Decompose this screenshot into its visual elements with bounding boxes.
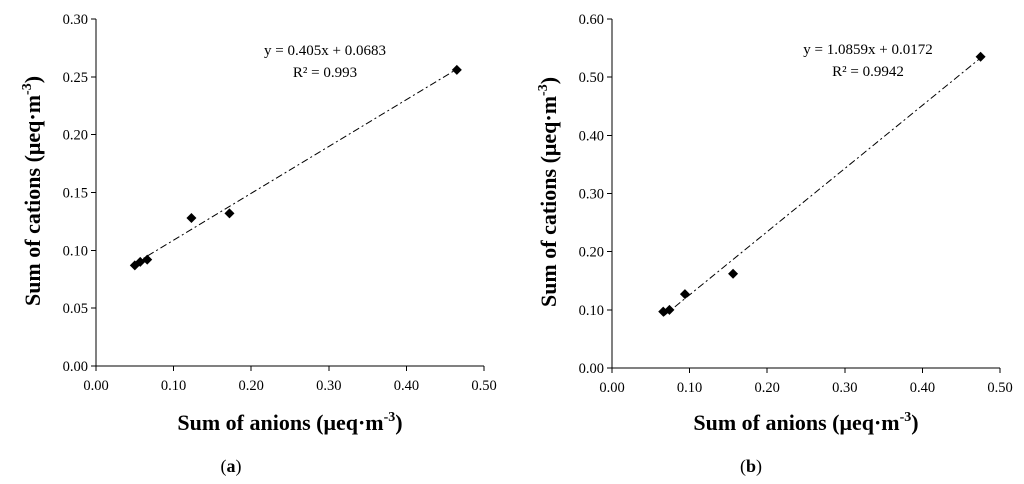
x-tick-label: 0.20 [755,380,780,396]
y-axis-label-a: Sum of cations (μeq·m-3) [20,76,45,306]
y-tick-label: 0.10 [579,303,604,319]
x-tick-label: 0.30 [316,378,341,394]
data-point [679,289,690,300]
data-point [728,268,739,279]
trendline-b [662,57,981,317]
data-point [142,254,153,265]
x-tick-label: 0.40 [394,378,419,394]
y-tick-label: 0.15 [63,186,88,202]
y-tick-label: 0.20 [579,245,604,261]
x-tick-label: 0.00 [83,378,108,394]
y-tick-label: 0.50 [579,70,604,86]
x-tick-label: 0.50 [987,380,1012,396]
y-tick-label: 0.05 [63,301,88,317]
x-tick-label: 0.30 [832,380,857,396]
y-tick-label: 0.10 [63,243,88,259]
trendline-a [134,68,458,265]
x-tick-label: 0.10 [677,380,702,396]
y-tick-label: 0.25 [63,70,88,86]
chart-a: 0.00 0.05 0.10 0.15 0.20 0.25 0.30 0.00 0.10 0.20… [20,12,497,477]
panel-label-a: (a) [221,456,242,477]
y-tick-label: 0.30 [579,187,604,203]
chart-b: 0.00 0.10 0.20 0.30 0.40 0.50 0.60 0.00 0.10 0.20… [536,12,1013,477]
data-point [451,64,462,75]
x-tick-label: 0.20 [239,378,264,394]
equation-b: y = 1.0859x + 0.0172 [803,42,932,58]
equation-a: y = 0.405x + 0.0683 [264,43,386,59]
r-squared-b: R² = 0.9942 [832,64,904,80]
y-tick-label: 0.00 [579,361,604,377]
y-tick-label: 0.30 [63,12,88,28]
y-tick-label: 0.60 [579,12,604,28]
data-point [975,51,986,62]
x-tick-label: 0.50 [471,378,496,394]
y-tick-label: 0.00 [63,359,88,375]
x-tick-label: 0.10 [161,378,186,394]
data-point [186,212,197,223]
panel-label-b: (b) [740,456,762,477]
data-point [664,304,675,315]
x-tick-label: 0.40 [910,380,935,396]
y-tick-label: 0.20 [63,128,88,144]
x-axis-label-b: Sum of anions (μeq·m-3) [693,410,918,435]
y-tick-label: 0.40 [579,128,604,144]
data-point [224,208,235,219]
x-tick-label: 0.00 [599,380,624,396]
r-squared-a: R² = 0.993 [293,65,357,81]
x-axis-label-a: Sum of anions (μeq·m-3) [177,410,402,435]
y-axis-label-b: Sum of cations (μeq·m-3) [536,77,561,307]
